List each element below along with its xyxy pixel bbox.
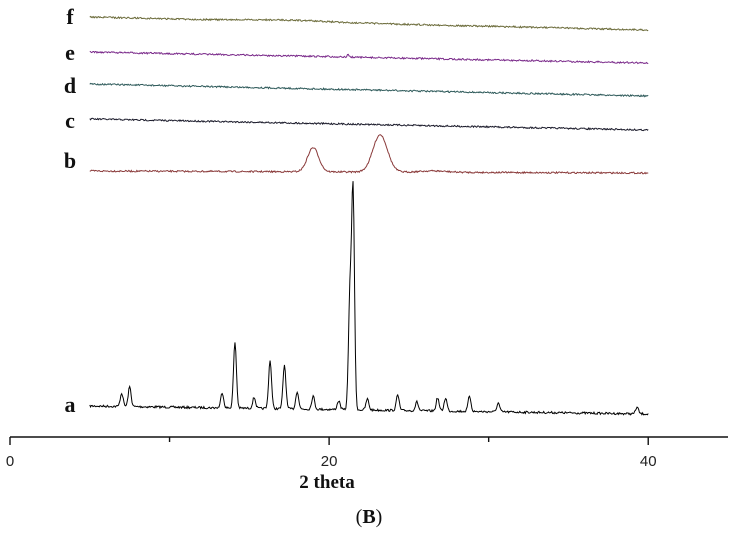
series-e-line [89, 50, 649, 65]
series-e-label: e [65, 40, 75, 65]
figure-caption: (B) [0, 506, 738, 529]
x-tick-label-0: 0 [6, 453, 14, 470]
x-tick-label-40: 40 [640, 453, 657, 470]
x-axis: 0 20 40 [6, 436, 728, 470]
series-d-label: d [64, 73, 76, 98]
series-b-label: b [64, 148, 76, 173]
series-d-line [89, 82, 649, 98]
caption-close: ) [375, 506, 383, 528]
series-f-line [89, 15, 649, 32]
caption-open: ( [355, 506, 363, 528]
x-axis-title: 2 theta [299, 472, 355, 493]
series-c-label: c [65, 108, 75, 133]
series-a-label: a [65, 392, 76, 417]
series-f-label: f [66, 4, 74, 29]
caption-letter: B [362, 506, 376, 528]
curves-group [89, 15, 649, 416]
series-a-line [89, 181, 649, 416]
x-tick-label-20: 20 [321, 453, 338, 470]
series-c-line [89, 117, 649, 132]
series-b-line [89, 134, 649, 175]
